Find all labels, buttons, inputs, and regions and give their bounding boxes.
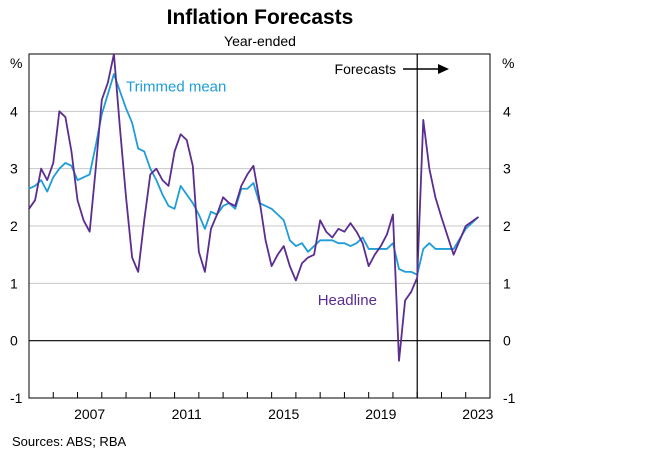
forecast-arrow-icon [403, 64, 449, 74]
y-tick-label-left--1: -1 [10, 390, 23, 406]
series-line-headline [28, 53, 479, 362]
y-tick-label-right--1: -1 [503, 390, 516, 406]
plot-layer: 2007 2011 2015 2019 2023 -1 -1 0 0 1 1 2 2 3 3 4 4 Trimme… [10, 53, 516, 422]
x-tick-label-2019: 2019 [365, 406, 396, 422]
y-tick-label-right-4: 4 [503, 103, 511, 119]
series-label-trimmed-mean: Trimmed mean [126, 78, 226, 95]
y-tick-label-right-3: 3 [503, 161, 511, 177]
forecast-label: Forecasts [335, 61, 396, 77]
x-tick-label-2007: 2007 [74, 406, 105, 422]
plot-frame [28, 53, 491, 399]
y-tick-label-left-0: 0 [10, 333, 18, 349]
chart-subtitle: Year-ended [224, 33, 296, 49]
y-tick-label-left-2: 2 [10, 218, 18, 234]
chart-title: Inflation Forecasts [167, 6, 354, 29]
y-tick-label-left-1: 1 [10, 275, 18, 291]
series-line-trimmed-mean [28, 73, 479, 276]
x-tick-label-2015: 2015 [268, 406, 299, 422]
source-note: Sources: ABS; RBA [12, 434, 126, 449]
y-tick-label-left-3: 3 [10, 161, 18, 177]
y-tick-label-right-1: 1 [503, 275, 511, 291]
y-axis-unit-right: % [502, 55, 514, 71]
y-tick-label-left-4: 4 [10, 103, 18, 119]
x-tick-label-2023: 2023 [462, 406, 493, 422]
series-label-headline: Headline [318, 292, 377, 309]
x-tick-label-2011: 2011 [172, 406, 202, 422]
y-tick-label-right-0: 0 [503, 333, 511, 349]
y-tick-label-right-2: 2 [503, 218, 511, 234]
y-axis-unit-left: % [10, 55, 22, 71]
